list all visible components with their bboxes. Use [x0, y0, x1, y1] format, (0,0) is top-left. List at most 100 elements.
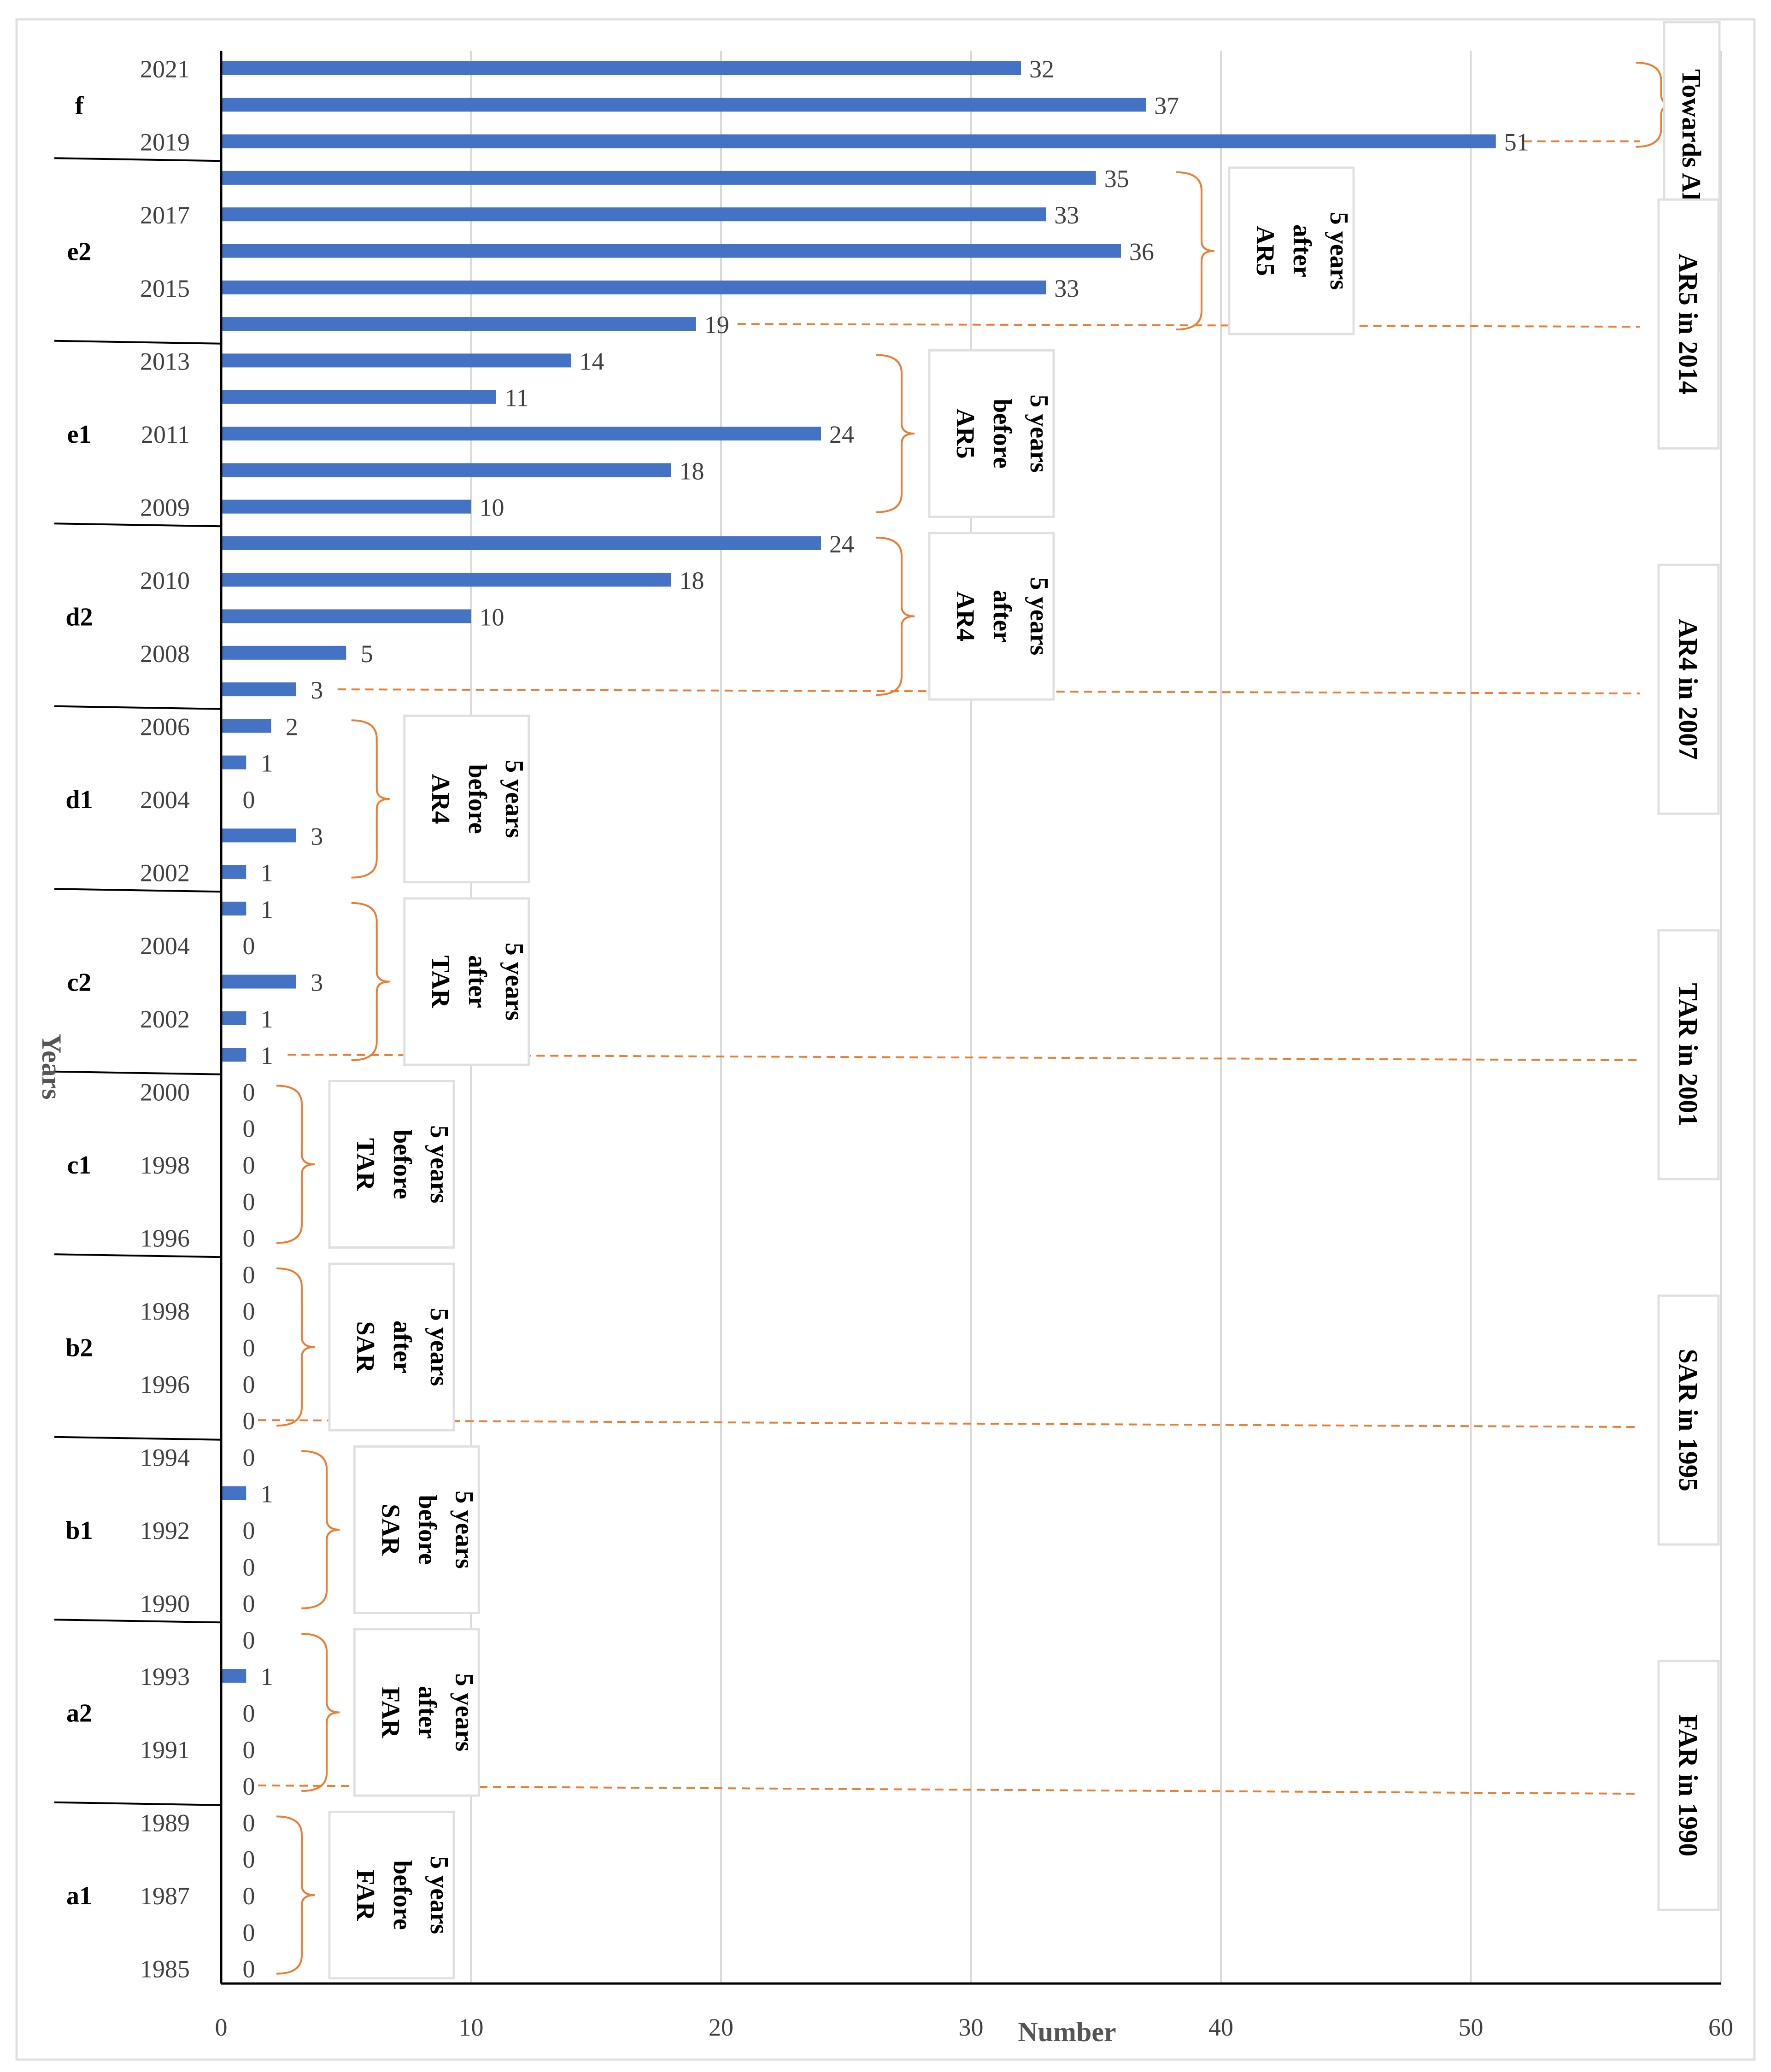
- bar: [221, 974, 296, 989]
- bar: [221, 901, 246, 916]
- x-tick-label: 40: [1208, 2013, 1233, 2041]
- group-separator: [54, 888, 222, 893]
- group-separator: [54, 1436, 222, 1441]
- group-separator: [54, 1801, 222, 1806]
- year-label: 2011: [141, 421, 190, 448]
- year-label: 2009: [140, 494, 190, 522]
- group-id-label: e2: [67, 238, 92, 266]
- report-guide-line: [258, 1419, 1641, 1428]
- period-note-text: before: [463, 764, 492, 833]
- group-bracket: [276, 1815, 315, 1975]
- bar-value-label: 0: [243, 1955, 255, 1983]
- x-tick-label: 30: [959, 2013, 984, 2041]
- bar-value-label: 5: [361, 640, 373, 668]
- period-note-text: AR4: [426, 774, 455, 824]
- bar-value-label: 0: [243, 1297, 255, 1325]
- bar: [221, 61, 1021, 75]
- bar-value-label: 0: [243, 1517, 255, 1544]
- bar-value-label: 1: [261, 1480, 273, 1508]
- bar-value-label: 0: [243, 1846, 255, 1873]
- report-label-box: [1657, 563, 1720, 815]
- x-tick-label: 0: [215, 2013, 228, 2041]
- year-label: 2008: [140, 640, 190, 668]
- bar-value-label: 0: [243, 1553, 255, 1581]
- bar-value-label: 51: [1504, 129, 1529, 156]
- report-label: AR4 in 2007: [1673, 619, 1703, 760]
- period-note-box: [328, 1262, 455, 1432]
- group-bracket: [301, 1450, 340, 1609]
- bar-value-label: 33: [1054, 275, 1079, 302]
- bar: [221, 244, 1121, 258]
- bar: [221, 1011, 246, 1025]
- bar: [221, 499, 471, 514]
- bar-value-label: 14: [580, 347, 604, 375]
- bar-value-label: 0: [243, 1151, 255, 1179]
- group-id-label: d2: [65, 603, 93, 632]
- year-label: 2010: [140, 567, 190, 594]
- period-note-box: [403, 714, 530, 884]
- bar-value-label: 0: [243, 1626, 255, 1654]
- bar: [221, 207, 1046, 222]
- bar-value-label: 0: [243, 1736, 255, 1764]
- report-label: FAR in 1990: [1673, 1714, 1703, 1856]
- period-note-text: after: [463, 955, 492, 1008]
- period-note-text: 5 years: [450, 1491, 478, 1569]
- report-label-box: [1657, 1294, 1720, 1546]
- bar: [221, 463, 671, 477]
- group-bracket: [301, 1632, 340, 1792]
- bar: [221, 280, 1046, 294]
- bar: [221, 536, 821, 550]
- period-note-text: after: [388, 1321, 416, 1374]
- y-axis-title: Years: [36, 1033, 67, 1099]
- bar-value-label: 0: [243, 1700, 255, 1727]
- year-label: 1992: [140, 1517, 190, 1544]
- year-label: 1985: [140, 1955, 190, 1983]
- year-label: 1987: [140, 1882, 190, 1910]
- year-label: 2006: [140, 713, 190, 740]
- year-label: 2002: [140, 859, 190, 887]
- x-tick-label: 50: [1459, 2013, 1484, 2041]
- year-label: 1998: [140, 1151, 190, 1179]
- report-label: TAR in 2001: [1673, 983, 1703, 1127]
- bar-value-label: 0: [243, 1773, 255, 1800]
- period-note-text: 5 years: [1325, 212, 1353, 290]
- year-label: 2021: [140, 55, 190, 83]
- year-label: 1989: [140, 1809, 190, 1837]
- group-bracket: [1176, 171, 1215, 331]
- period-note-text: AR4: [951, 591, 979, 641]
- report-label-box: [1657, 198, 1720, 450]
- bar: [221, 573, 671, 587]
- period-note-text: 5 years: [425, 1308, 453, 1386]
- group-separator: [54, 1253, 222, 1258]
- year-label: 1998: [140, 1297, 190, 1325]
- group-id-label: f: [75, 91, 84, 120]
- bar-value-label: 19: [704, 311, 729, 339]
- group-id-label: b1: [65, 1516, 93, 1545]
- period-note-box: [928, 349, 1055, 518]
- bar: [221, 390, 496, 404]
- group-bracket: [276, 1267, 315, 1427]
- year-label: 1993: [140, 1663, 190, 1690]
- bar-value-label: 0: [243, 1188, 255, 1215]
- bar: [221, 646, 346, 660]
- group-id-label: d1: [65, 786, 93, 814]
- year-label: 2015: [140, 275, 190, 302]
- group-id-label: a2: [66, 1699, 92, 1728]
- period-note-text: 5 years: [1025, 577, 1053, 656]
- x-axis-title: Number: [1018, 2017, 1116, 2047]
- year-label: 2004: [140, 786, 190, 814]
- bar-value-label: 0: [243, 1809, 255, 1837]
- group-separator: [54, 1619, 222, 1624]
- period-note-box: [1228, 166, 1355, 335]
- period-note-box: [353, 1445, 480, 1614]
- bar-value-label: 1: [261, 750, 273, 777]
- bar-value-label: 3: [311, 822, 323, 850]
- group-id-label: b2: [65, 1334, 93, 1362]
- period-note-text: before: [988, 399, 1016, 468]
- report-guide-line: [258, 1784, 1641, 1795]
- period-note-text: AR5: [1251, 226, 1279, 276]
- group-id-label: c1: [67, 1151, 92, 1180]
- period-note-text: FAR: [351, 1870, 380, 1921]
- bar-value-label: 0: [243, 1371, 255, 1398]
- bar-value-label: 24: [829, 421, 854, 448]
